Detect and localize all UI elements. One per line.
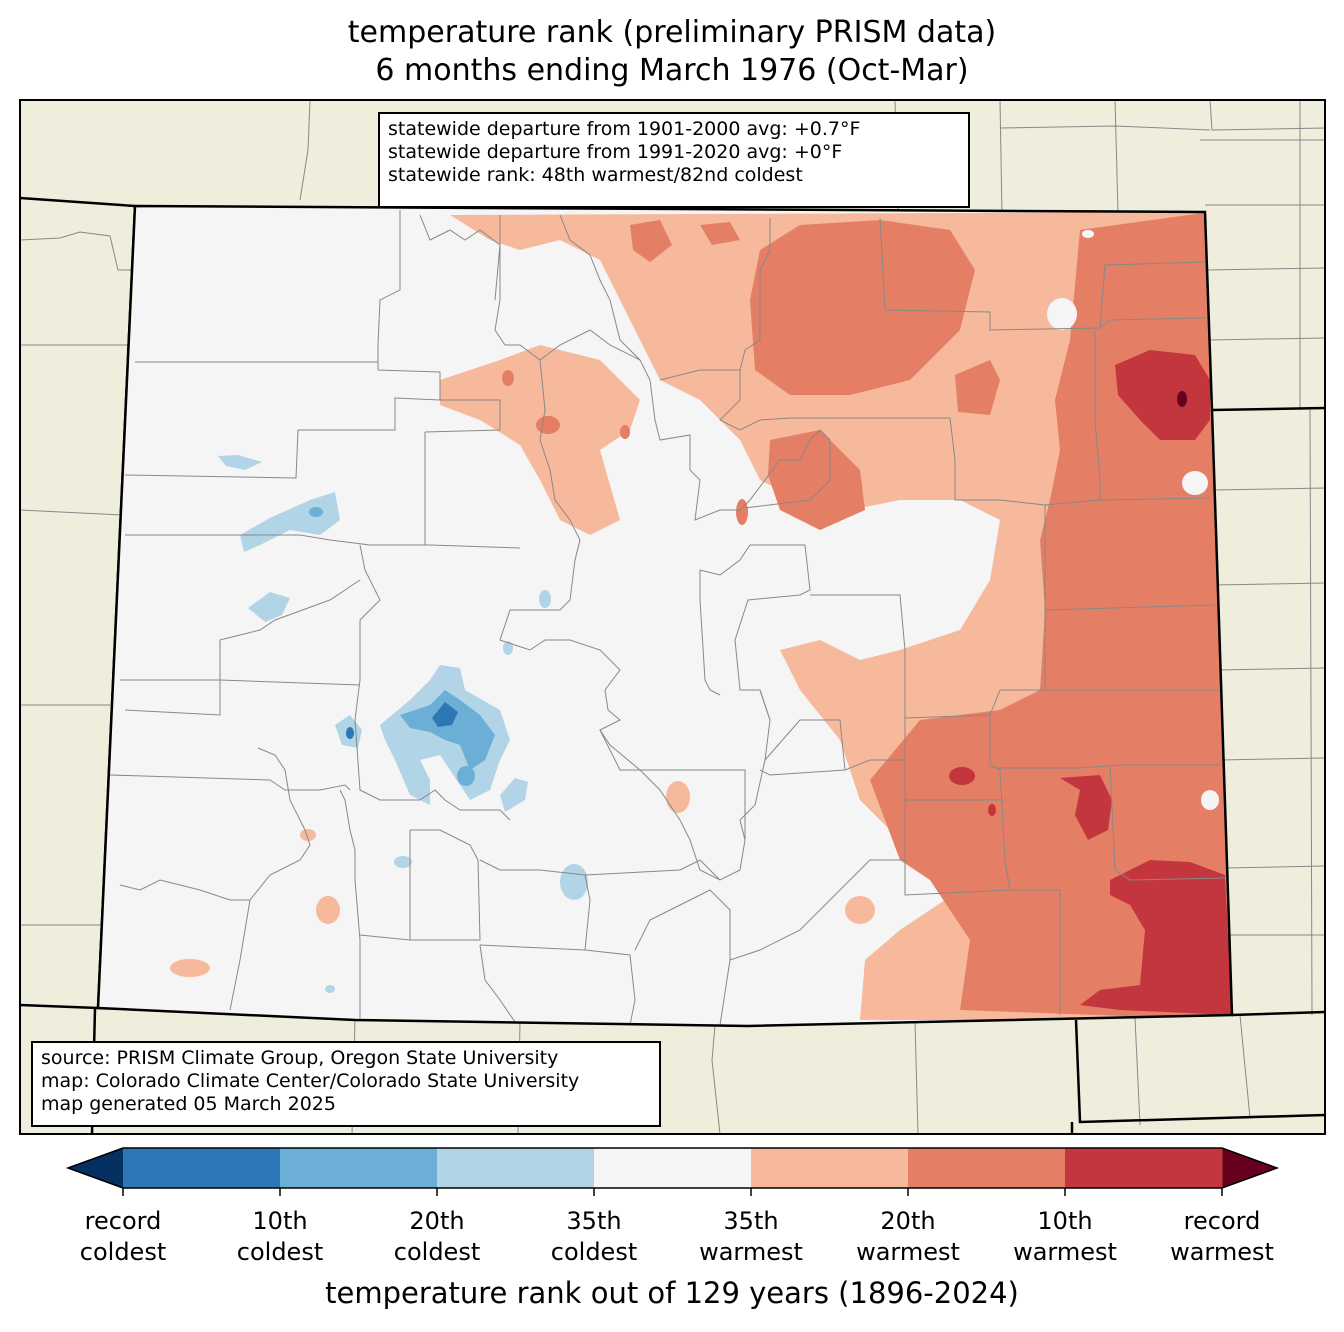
cold-10th-regions	[346, 702, 458, 739]
tick-label-direction: coldest	[236, 1238, 324, 1266]
county-lines	[109, 210, 1226, 1026]
map-frame	[19, 99, 1326, 1135]
colorbar-tick-label-1: 10th coldest	[200, 1206, 360, 1268]
title-line-1: temperature rank (preliminary PRISM data…	[347, 15, 997, 50]
colorbar-tick-label-4: 35th warmest	[671, 1206, 831, 1268]
tick-label-rank: 10th	[252, 1207, 308, 1235]
colorbar-bin-6	[1065, 1148, 1223, 1188]
tick-label-rank: record	[1183, 1207, 1261, 1235]
source-line-2: map: Colorado Climate Center/Colorado St…	[41, 1070, 580, 1092]
colorbar-bin-2	[437, 1148, 595, 1188]
tick-label-direction: warmest	[699, 1238, 803, 1266]
colorbar-bin-3	[594, 1148, 752, 1188]
colorbar-tick-label-3: 35th coldest	[514, 1206, 674, 1268]
record-warm-spot	[1177, 391, 1187, 407]
source-line-3: map generated 05 March 2025	[41, 1093, 336, 1115]
cold-20th-regions	[309, 507, 495, 786]
tick-label-direction: warmest	[1170, 1238, 1274, 1266]
map-title: temperature rank (preliminary PRISM data…	[0, 14, 1344, 90]
colorbar-extend-high	[1222, 1148, 1277, 1188]
stats-line-3: statewide rank: 48th warmest/82nd coldes…	[388, 164, 803, 186]
tick-label-direction: warmest	[856, 1238, 960, 1266]
neutral-holes	[1047, 230, 1219, 810]
source-line-1: source: PRISM Climate Group, Oregon Stat…	[41, 1047, 559, 1069]
colorbar-extend-low	[68, 1148, 123, 1188]
title-line-2: 6 months ending March 1976 (Oct-Mar)	[375, 53, 969, 88]
tick-label-rank: 35th	[723, 1207, 779, 1235]
colorbar-tick-label-7: record warmest	[1142, 1206, 1302, 1268]
tick-label-direction: coldest	[550, 1238, 638, 1266]
source-box: source: PRISM Climate Group, Oregon Stat…	[31, 1041, 661, 1127]
colorado-border	[96, 204, 1234, 1028]
tick-label-rank: 35th	[566, 1207, 622, 1235]
stats-line-1: statewide departure from 1901-2000 avg: …	[388, 118, 861, 140]
colorbar-title: temperature rank out of 129 years (1896-…	[325, 1276, 1019, 1310]
colorbar-bin-1	[280, 1148, 438, 1188]
colorbar-tick-label-6: 10th warmest	[985, 1206, 1145, 1268]
tick-label-direction: warmest	[1013, 1238, 1117, 1266]
tick-label-rank: record	[84, 1207, 162, 1235]
colorbar-tick-label-5: 20th warmest	[828, 1206, 988, 1268]
tick-label-direction: coldest	[393, 1238, 481, 1266]
warm-10th-regions	[949, 350, 1232, 1015]
colorbar-bin-4	[751, 1148, 909, 1188]
colorbar	[65, 1147, 1280, 1196]
statewide-stats-box: statewide departure from 1901-2000 avg: …	[378, 112, 970, 208]
colorbar-bin-5	[908, 1148, 1066, 1188]
tick-label-rank: 10th	[1037, 1207, 1093, 1235]
colorbar-tick-label-2: 20th coldest	[357, 1206, 517, 1268]
stats-line-2: statewide departure from 1991-2020 avg: …	[388, 141, 843, 163]
tick-label-rank: 20th	[880, 1207, 936, 1235]
tick-label-rank: 20th	[409, 1207, 465, 1235]
colorbar-bin-0	[123, 1148, 281, 1188]
neighbor-county-lines	[20, 100, 1325, 1134]
tick-label-direction: coldest	[79, 1238, 167, 1266]
colorbar-tick-label-0: record coldest	[43, 1206, 203, 1268]
